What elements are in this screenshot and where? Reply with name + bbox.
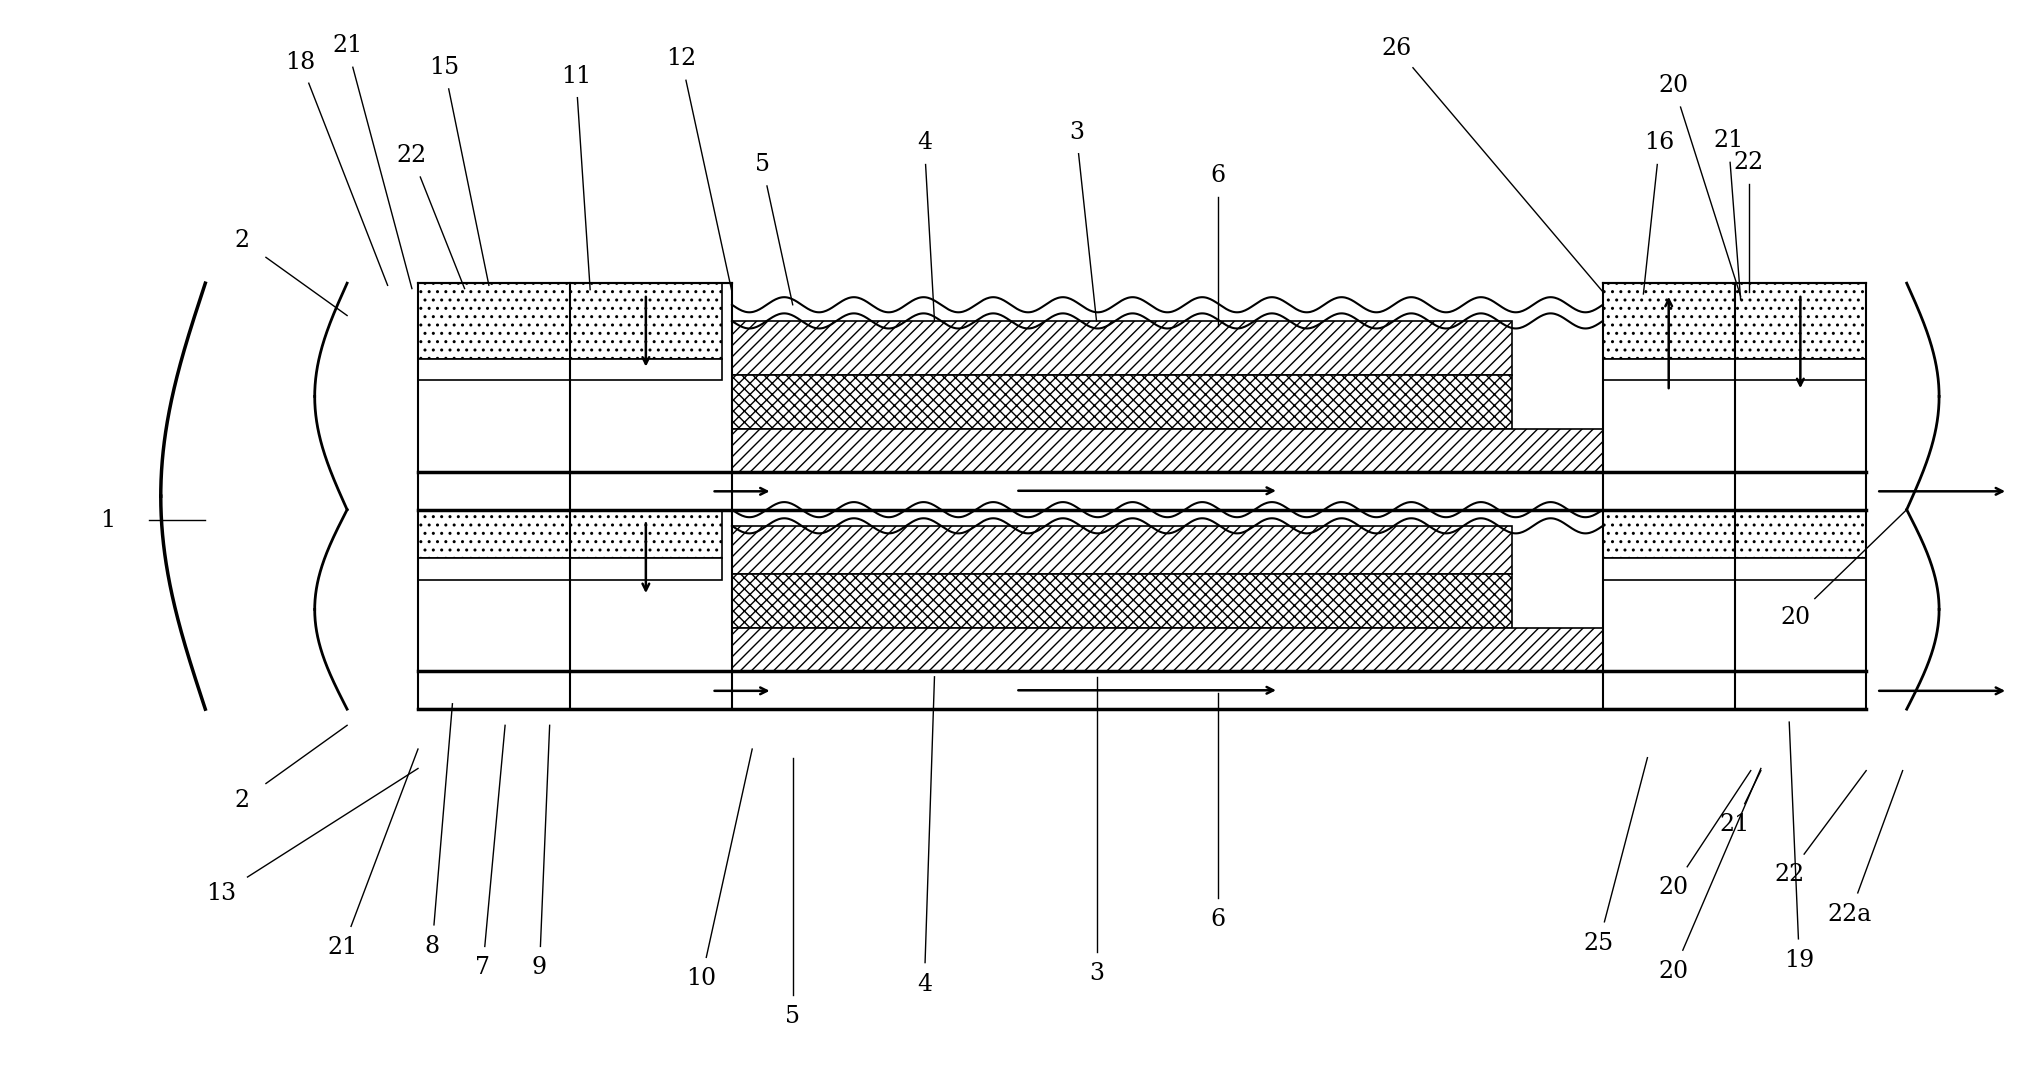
Text: 20: 20	[1780, 606, 1809, 629]
Text: 6: 6	[1210, 908, 1224, 931]
Bar	[731, 429, 1602, 472]
Bar	[570, 359, 721, 380]
Bar	[1602, 283, 1734, 359]
Text: 22a: 22a	[1827, 903, 1872, 926]
Text: 3: 3	[1088, 962, 1104, 985]
Bar	[570, 283, 721, 359]
Bar	[1602, 671, 1866, 709]
Text: 26: 26	[1380, 37, 1411, 60]
Bar	[1602, 359, 1734, 380]
Text: 22: 22	[1774, 863, 1803, 886]
Bar	[1734, 283, 1866, 359]
Text: 7: 7	[475, 956, 489, 980]
Text: 21: 21	[331, 35, 361, 57]
Text: 12: 12	[666, 48, 696, 70]
Bar	[731, 575, 1510, 629]
Bar	[1734, 359, 1866, 380]
Bar	[731, 526, 1510, 575]
Text: 2: 2	[233, 789, 250, 812]
Bar	[418, 509, 570, 558]
Text: 3: 3	[1068, 120, 1084, 144]
Text: 19: 19	[1782, 948, 1813, 972]
Text: 6: 6	[1210, 164, 1224, 186]
Text: 4: 4	[916, 972, 932, 996]
Bar	[418, 359, 570, 380]
Text: 9: 9	[532, 956, 546, 980]
Text: 18: 18	[286, 51, 315, 74]
Bar	[1734, 558, 1866, 580]
Text: 8: 8	[424, 934, 441, 958]
Text: 13: 13	[207, 882, 235, 905]
Text: 20: 20	[1659, 959, 1689, 983]
Text: 1: 1	[102, 508, 116, 532]
Text: 22: 22	[396, 144, 426, 167]
Text: 2: 2	[233, 229, 250, 251]
Bar	[731, 375, 1510, 429]
Bar	[418, 472, 731, 509]
Text: 11: 11	[560, 65, 591, 88]
Bar	[1602, 509, 1734, 558]
Text: 15: 15	[428, 56, 459, 79]
Bar	[570, 509, 721, 558]
Bar	[731, 629, 1602, 671]
Text: 20: 20	[1659, 876, 1689, 899]
Bar	[1602, 472, 1866, 509]
Text: 21: 21	[1713, 129, 1742, 153]
Bar	[418, 671, 731, 709]
Bar	[1602, 558, 1734, 580]
Text: 21: 21	[1719, 813, 1748, 836]
Text: 4: 4	[916, 131, 932, 155]
Text: 25: 25	[1583, 931, 1614, 955]
Bar	[731, 321, 1510, 375]
Text: 10: 10	[686, 967, 717, 991]
Text: 5: 5	[786, 1005, 800, 1028]
Bar	[418, 283, 570, 359]
Text: 20: 20	[1659, 75, 1689, 98]
Text: 16: 16	[1644, 131, 1675, 155]
Bar	[1734, 509, 1866, 558]
Text: 5: 5	[755, 153, 769, 176]
Bar	[418, 558, 570, 580]
Bar	[570, 558, 721, 580]
Text: 21: 21	[327, 935, 357, 959]
Text: 22: 22	[1734, 151, 1762, 173]
